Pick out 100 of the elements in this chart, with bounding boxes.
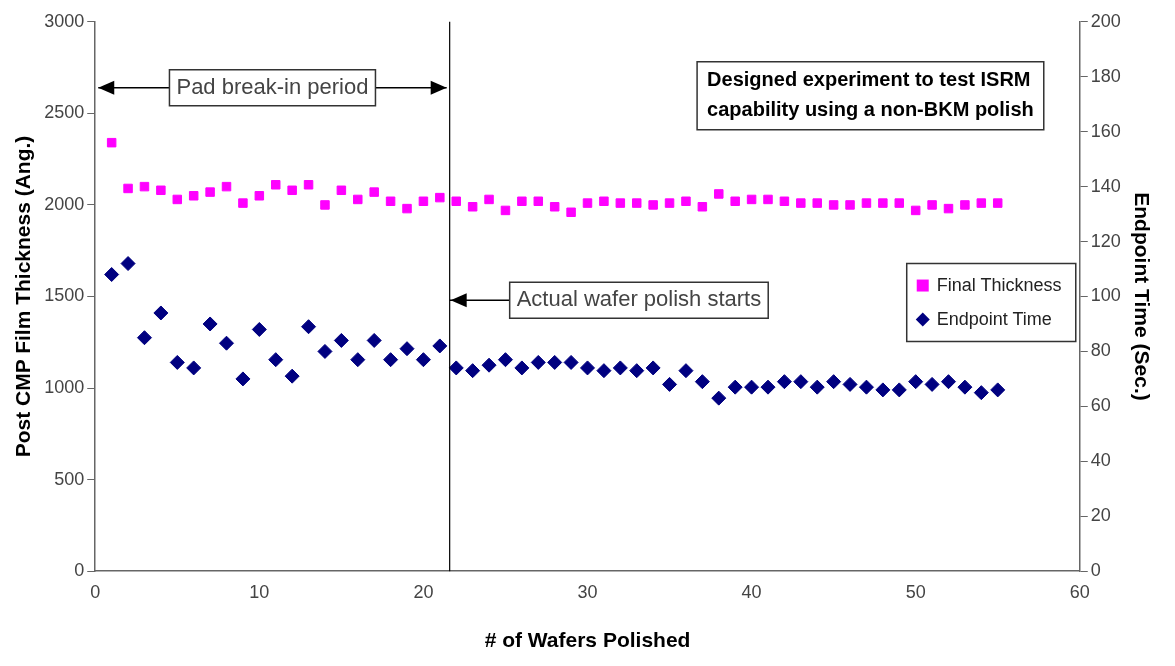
point <box>251 321 267 337</box>
legend-label: Final Thickness <box>936 274 1062 295</box>
point <box>172 194 183 205</box>
y-tick-label: 2000 <box>44 193 85 214</box>
point <box>566 207 576 217</box>
point <box>826 374 842 390</box>
point <box>169 354 185 370</box>
point <box>924 376 940 392</box>
y2-tick-label: 40 <box>1090 450 1111 471</box>
point <box>763 194 773 205</box>
point <box>186 360 202 376</box>
point <box>383 352 399 368</box>
point <box>927 200 937 210</box>
point <box>320 200 330 210</box>
point <box>549 202 560 212</box>
annotation: Actual wafer polish starts <box>516 286 762 312</box>
point <box>714 189 724 199</box>
point <box>612 360 628 376</box>
point <box>333 332 349 348</box>
point <box>271 180 281 190</box>
y2-tick-label: 100 <box>1090 285 1121 306</box>
point <box>779 196 790 207</box>
point <box>448 360 464 376</box>
point <box>547 354 563 370</box>
point <box>139 181 150 192</box>
point <box>350 352 366 368</box>
point <box>366 332 382 348</box>
point <box>301 319 317 335</box>
point <box>123 183 133 194</box>
point <box>730 196 740 207</box>
point <box>891 382 907 398</box>
point <box>845 200 855 210</box>
point <box>205 187 215 197</box>
point <box>202 316 218 332</box>
point <box>415 352 431 368</box>
annotation: Pad break-in period <box>176 73 369 99</box>
point <box>303 180 314 190</box>
point <box>894 198 905 208</box>
y-tick-label: 1000 <box>44 377 85 398</box>
point <box>943 203 954 214</box>
x-tick-label: 50 <box>905 581 926 602</box>
point <box>254 191 265 201</box>
point <box>908 374 924 390</box>
point <box>497 352 513 368</box>
point <box>776 374 792 390</box>
point <box>104 267 120 283</box>
point <box>744 379 760 395</box>
y2-tick-label: 180 <box>1090 65 1121 86</box>
point <box>481 357 497 373</box>
point <box>582 198 593 208</box>
point <box>533 196 544 207</box>
point <box>973 385 989 401</box>
x-tick-label: 0 <box>90 581 101 602</box>
point <box>941 374 956 390</box>
point <box>960 200 970 210</box>
point <box>697 202 708 212</box>
point <box>809 379 825 395</box>
point <box>976 198 987 208</box>
point <box>418 196 429 207</box>
y2-axis-title: Endpoint Time (Sec.) <box>1130 192 1154 401</box>
point <box>153 305 169 321</box>
point <box>120 256 136 272</box>
x-axis-title: # of Wafers Polished <box>484 628 691 652</box>
y2-tick-label: 200 <box>1090 10 1121 31</box>
point <box>385 196 396 207</box>
point <box>580 360 596 376</box>
point <box>875 382 891 398</box>
point <box>235 371 251 387</box>
point <box>484 194 494 205</box>
point <box>596 363 612 379</box>
y2-tick-label: 0 <box>1090 560 1101 581</box>
y-tick-label: 2500 <box>44 102 85 123</box>
y2-tick-label: 120 <box>1090 230 1121 251</box>
point <box>517 196 527 207</box>
point <box>664 198 675 208</box>
point <box>402 203 412 214</box>
point <box>106 137 117 148</box>
point <box>336 185 347 196</box>
point <box>465 363 481 379</box>
point <box>599 196 609 207</box>
point <box>399 341 415 357</box>
point <box>500 205 511 216</box>
y2-tick-label: 80 <box>1090 340 1111 361</box>
x-tick-label: 10 <box>249 581 270 602</box>
y2-tick-label: 20 <box>1090 505 1111 526</box>
point <box>563 354 579 370</box>
point <box>727 379 743 395</box>
point <box>284 368 300 384</box>
point <box>631 198 642 208</box>
point <box>514 360 530 376</box>
point <box>317 343 333 359</box>
point <box>629 363 645 379</box>
x-tick-label: 40 <box>741 581 762 602</box>
point <box>530 354 546 370</box>
point <box>435 192 445 203</box>
point <box>796 198 806 208</box>
point <box>136 330 152 346</box>
point <box>662 376 678 392</box>
point <box>746 194 757 205</box>
point <box>681 196 691 207</box>
